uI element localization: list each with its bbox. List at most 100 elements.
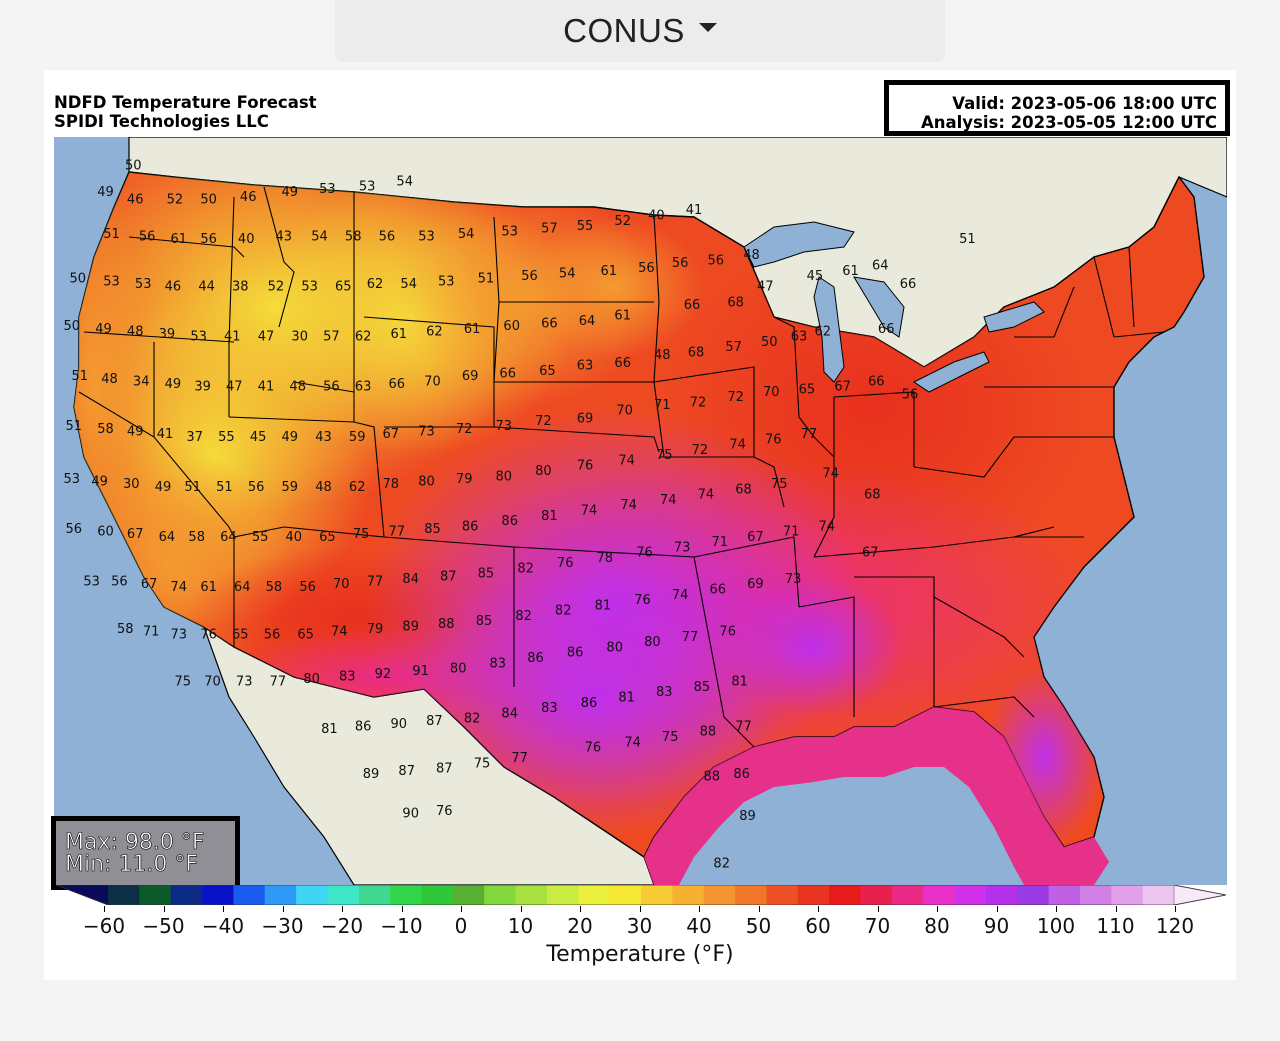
caret-down-icon[interactable] <box>698 22 717 32</box>
colorbar-tick-label: 100 <box>1036 914 1076 938</box>
temperature-label: 86 <box>581 696 598 711</box>
temperature-label: 46 <box>127 193 144 208</box>
colorbar-tick <box>877 906 879 912</box>
colorbar-tick <box>401 906 403 912</box>
temperature-label: 56 <box>299 580 316 595</box>
colorbar-swatch <box>170 885 203 905</box>
colorbar-tick <box>342 906 343 912</box>
temperature-label: 80 <box>535 464 552 479</box>
temperature-label: 50 <box>125 159 142 174</box>
temperature-label: 51 <box>103 227 120 242</box>
temperature-label: 74 <box>729 438 746 453</box>
temperature-label: 61 <box>171 232 188 247</box>
temperature-label: 53 <box>359 180 376 195</box>
temperature-label: 45 <box>807 269 824 284</box>
temperature-label: 86 <box>355 720 372 735</box>
temperature-label: 50 <box>761 335 778 350</box>
temperature-label: 66 <box>499 367 516 382</box>
temperature-label: 82 <box>713 856 730 871</box>
analysis-time: Analysis: 2023-05-05 12:00 UTC <box>920 113 1217 132</box>
temperature-label: 57 <box>541 222 558 237</box>
temperature-label: 49 <box>282 430 299 445</box>
colorbar-tick-label: 60 <box>805 914 831 938</box>
temperature-label: 90 <box>402 806 419 821</box>
temperature-label: 74 <box>819 519 836 534</box>
temperature-label: 64 <box>220 530 237 545</box>
temperature-label: 60 <box>503 319 520 334</box>
temperature-label: 53 <box>103 274 120 289</box>
temperature-label: 52 <box>614 214 631 229</box>
temperature-label: 53 <box>301 280 318 295</box>
temperature-label: 73 <box>236 675 253 690</box>
temperature-label: 53 <box>135 277 152 292</box>
temperature-label: 56 <box>264 627 281 642</box>
temperature-label: 51 <box>478 272 495 287</box>
temperature-label: 53 <box>501 224 518 239</box>
temperature-label: 76 <box>200 627 217 642</box>
colorbar-swatch <box>452 885 485 905</box>
temperature-label: 70 <box>424 374 441 389</box>
colorbar-tick <box>996 906 998 912</box>
temperature-label: 66 <box>710 583 727 598</box>
temperature-label: 39 <box>194 380 211 395</box>
station-temperature-labels: 50 49 46 52 50 46 49 53 53 54 51 56 61 56 40 43 54 58 56 53… <box>64 159 976 872</box>
temperature-label: 64 <box>872 259 889 274</box>
temperature-label: 76 <box>636 546 653 561</box>
temperature-label: 51 <box>216 480 233 495</box>
colorbar-tick <box>818 906 819 912</box>
temperature-label: 87 <box>440 569 457 584</box>
colorbar-ticks: −60 −50 −40 −30 −20 −10 0 10 20 30 40 50 60 70 80 90 100… <box>54 906 1228 938</box>
colorbar-title: Temperature (°F) <box>546 942 734 967</box>
temperature-label: 48 <box>289 380 306 395</box>
temperature-label: 77 <box>270 675 287 690</box>
temperature-label: 46 <box>240 190 257 205</box>
temperature-label: 75 <box>474 756 491 771</box>
colorbar-tick-label: 110 <box>1096 914 1135 938</box>
temperature-label: 78 <box>597 551 614 566</box>
temperature-label: 78 <box>383 477 400 492</box>
temperature-label: 54 <box>400 277 417 292</box>
temperature-label: 76 <box>436 804 453 819</box>
temperature-label: 65 <box>799 382 816 397</box>
temperature-label: 76 <box>634 593 651 608</box>
temperature-label: 86 <box>567 646 584 661</box>
temperature-label: 75 <box>656 448 673 463</box>
temperature-label: 53 <box>438 274 455 289</box>
temperature-label: 67 <box>383 427 400 442</box>
temperature-label: 79 <box>456 472 473 487</box>
colorbar-tick-label: 50 <box>745 914 772 938</box>
colorbar-tick-label: 0 <box>454 914 468 938</box>
colorbar-swatch <box>703 885 736 905</box>
temperature-label: 46 <box>165 280 182 295</box>
temperature-label: 53 <box>190 330 207 345</box>
colorbar-swatch <box>891 885 924 905</box>
temperature-map[interactable]: 50 49 46 52 50 46 49 53 53 54 51 56 61 56 40 43 54 58 56 53… <box>54 137 1227 885</box>
temperature-label: 39 <box>159 327 176 342</box>
temperature-label: 68 <box>735 482 752 497</box>
temperature-label: 49 <box>127 425 144 440</box>
colorbar-swatch <box>233 885 266 905</box>
temperature-label: 86 <box>733 767 750 782</box>
colorbar-tick <box>461 906 462 912</box>
colorbar-tick <box>223 906 224 912</box>
temperature-label: 70 <box>616 403 633 418</box>
temperature-label: 76 <box>577 459 594 474</box>
region-selector[interactable]: CONUS <box>335 0 945 62</box>
colorbar-tick <box>104 906 105 912</box>
temperature-label: 88 <box>704 770 721 785</box>
temperature-label: 56 <box>638 261 655 276</box>
temperature-label: 56 <box>379 230 396 245</box>
temperature-label: 80 <box>303 672 320 687</box>
temperature-label: 63 <box>355 380 372 395</box>
temperature-label: 65 <box>335 280 352 295</box>
colorbar-swatch <box>1079 885 1112 905</box>
temperature-label: 56 <box>708 253 725 268</box>
temperature-label: 37 <box>186 430 203 445</box>
temperature-label: 80 <box>418 475 435 490</box>
temperature-label: 75 <box>175 675 192 690</box>
great-lakes <box>743 221 1045 393</box>
temperature-label: 74 <box>581 504 598 519</box>
temperature-label: 65 <box>232 627 249 642</box>
temperature-label: 77 <box>735 720 752 735</box>
temperature-label: 74 <box>331 625 348 640</box>
